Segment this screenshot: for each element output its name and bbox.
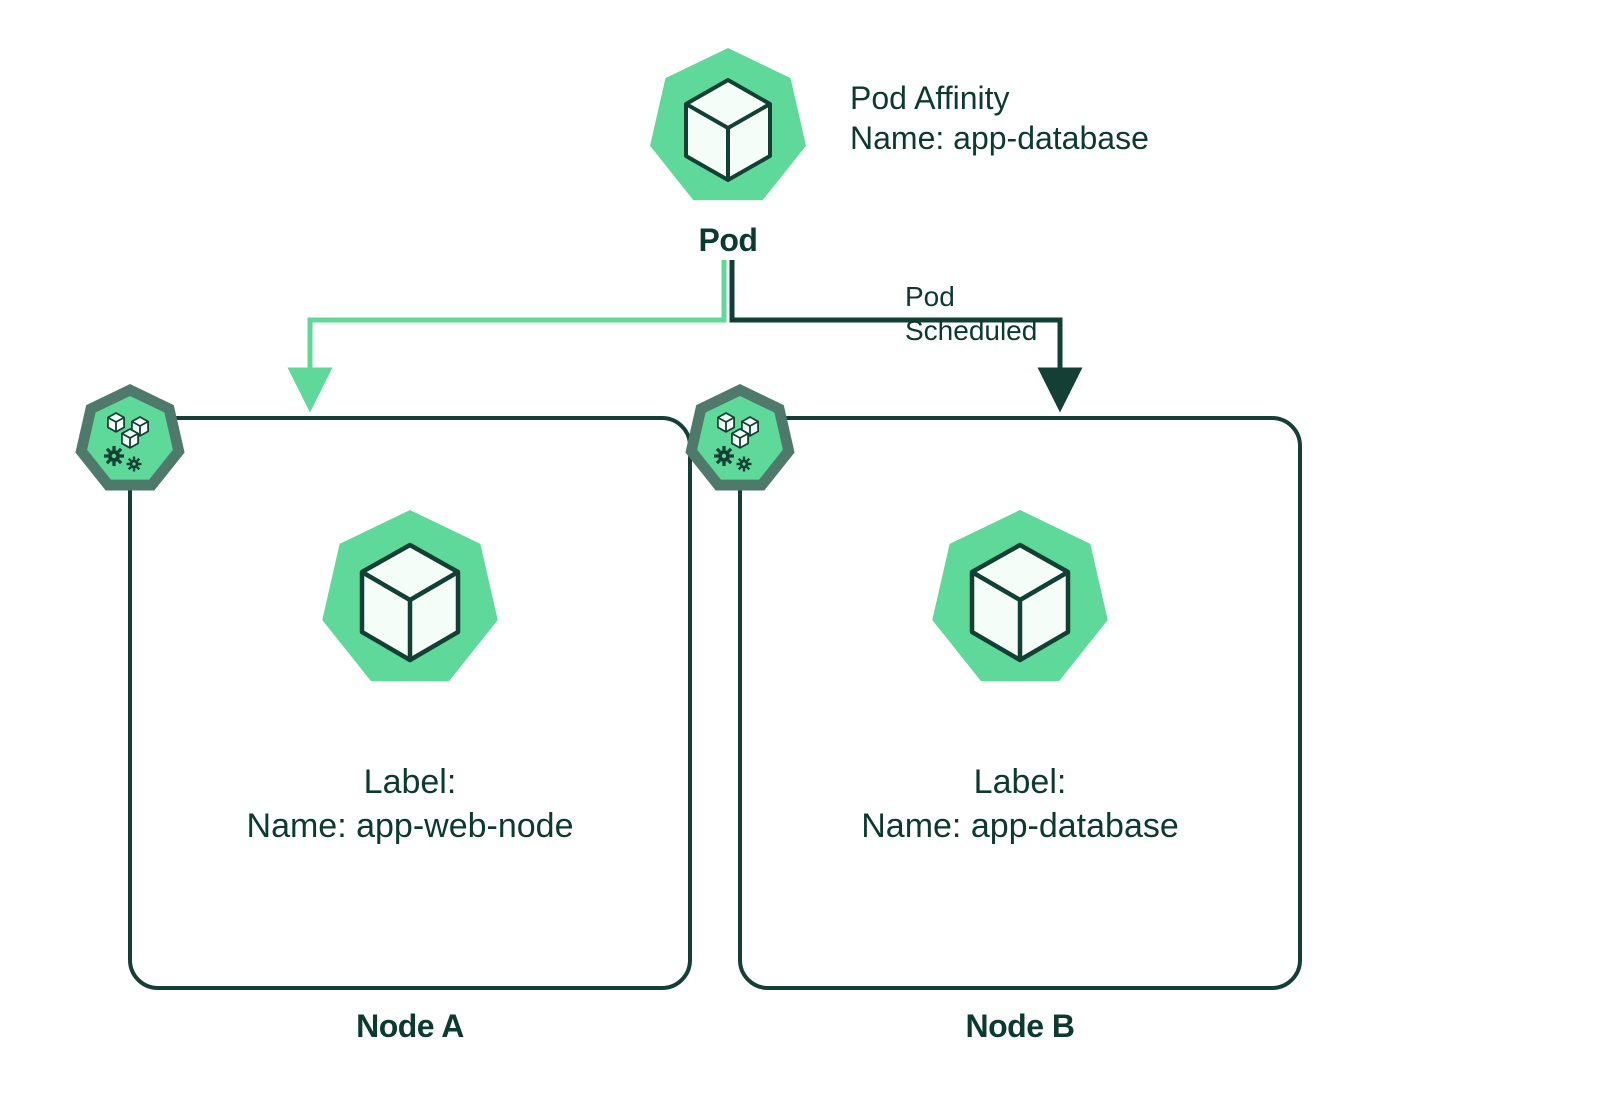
node-a-box	[130, 418, 690, 988]
node-b-title: Node B	[966, 1008, 1075, 1045]
top-pod-side-text: Pod Affinity Name: app-database	[850, 78, 1149, 158]
cube-icon	[686, 80, 770, 180]
edge-label-line1: Pod	[905, 280, 1037, 314]
node-a-title: Node A	[356, 1008, 464, 1045]
node-a-label-line1: Label:	[247, 760, 574, 804]
arrow-to-node-a	[310, 260, 724, 405]
diagram-stage: Pod Pod Affinity Name: app-database Pod …	[0, 0, 1600, 1112]
node-b-label-line2: Name: app-database	[861, 804, 1179, 848]
side-text-line1: Pod Affinity	[850, 78, 1149, 118]
node-b-label-line1: Label:	[861, 760, 1179, 804]
side-text-line2: Name: app-database	[850, 118, 1149, 158]
node-a	[75, 384, 690, 988]
node-b-box	[740, 418, 1300, 988]
diagram-svg	[0, 0, 1600, 1112]
node-a-label-line2: Name: app-web-node	[247, 804, 574, 848]
edge-label-line2: Scheduled	[905, 314, 1037, 348]
edge-label: Pod Scheduled	[905, 280, 1037, 347]
node-b	[685, 384, 1300, 988]
top-pod-label: Pod	[699, 222, 758, 259]
node-b-inner-label: Label: Name: app-database	[861, 760, 1179, 848]
node-a-inner-label: Label: Name: app-web-node	[247, 760, 574, 848]
top-pod	[650, 48, 806, 200]
